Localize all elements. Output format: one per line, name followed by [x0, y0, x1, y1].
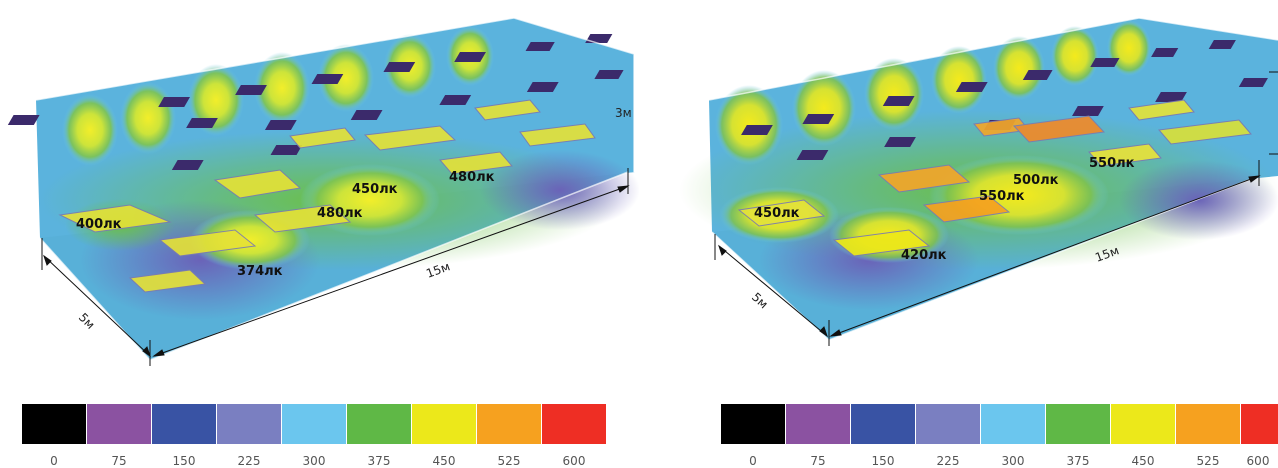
legend-swatch	[152, 404, 216, 444]
tick-label: 450	[432, 454, 456, 468]
tick-label: 300	[1001, 454, 1025, 468]
width-label: 5м	[749, 290, 771, 312]
lux-label: 480лк	[449, 170, 495, 185]
legend-swatch	[477, 404, 541, 444]
legend-swatch	[851, 404, 915, 444]
legend-swatch	[87, 404, 151, 444]
legend-swatch	[217, 404, 281, 444]
lux-label: 480лк	[317, 206, 363, 221]
legend-swatch	[981, 404, 1045, 444]
room-render-right: 15м 5м 450лк 420лк 550лк 500лк 550лк	[679, 17, 1278, 346]
dimension-lines-left	[41, 168, 630, 366]
tick-label: 525	[1196, 454, 1220, 468]
tick-label: 150	[871, 454, 895, 468]
tick-label: 300	[302, 454, 326, 468]
room-render-left: 15м 5м 3м 400лк 374лк 480лк 450лк 480лк	[7, 17, 639, 366]
lux-label: 550лк	[979, 189, 1025, 204]
tick-label: 75	[111, 454, 127, 468]
legend-swatch	[1111, 404, 1175, 444]
lux-label: 500лк	[1013, 173, 1059, 188]
panel-right: 15м 5м 450лк 420лк 550лк 500лк 550лк 0 7…	[639, 0, 1278, 468]
tick-label: 75	[810, 454, 826, 468]
legend-swatch	[1176, 404, 1240, 444]
color-scale	[22, 404, 607, 444]
lux-label: 374лк	[237, 264, 283, 279]
tick-label: 375	[367, 454, 391, 468]
legend-swatch	[916, 404, 980, 444]
legend-swatch	[282, 404, 346, 444]
tick-label: 225	[936, 454, 960, 468]
legend-swatch	[22, 404, 86, 444]
width-label: 5м	[76, 310, 98, 332]
tick-label: 150	[172, 454, 196, 468]
tick-label: 450	[1131, 454, 1155, 468]
lux-label: 450лк	[754, 206, 800, 221]
scale-ticks: 0 75 150 225 300 375 450 525 600	[22, 455, 612, 468]
height-label: 3м	[615, 106, 632, 120]
scale-ticks: 0 75 150 225 300 375 450 525 600	[721, 455, 1278, 468]
tick-label: 525	[497, 454, 521, 468]
tick-label: 0	[749, 454, 757, 468]
tick-label: 0	[50, 454, 58, 468]
dimension-lines-right	[714, 71, 1278, 346]
lux-label: 450лк	[352, 182, 398, 197]
lux-label: 420лк	[901, 248, 947, 263]
lux-label: 550лк	[1089, 156, 1135, 171]
legend-swatch	[721, 404, 785, 444]
color-scale	[721, 404, 1278, 444]
legend-swatch	[1046, 404, 1110, 444]
tick-label: 375	[1066, 454, 1090, 468]
legend-swatch	[347, 404, 411, 444]
legend-swatch	[1241, 404, 1278, 444]
panel-left: 15м 5м 3м 400лк 374лк 480лк 450лк 480лк …	[7, 17, 639, 468]
tick-label: 225	[237, 454, 261, 468]
legend-swatch	[542, 404, 606, 444]
legend-swatch	[412, 404, 476, 444]
legend-swatch	[786, 404, 850, 444]
lux-label: 400лк	[76, 217, 122, 232]
tick-label: 600	[1246, 454, 1270, 468]
tick-label: 600	[562, 454, 586, 468]
